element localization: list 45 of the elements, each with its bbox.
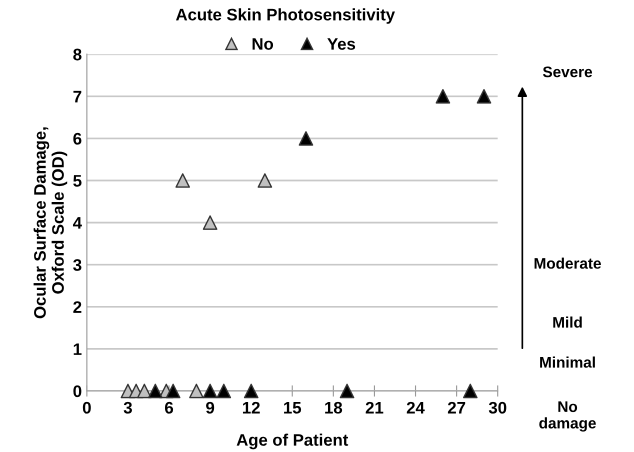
point	[202, 215, 218, 230]
text: No damage	[539, 401, 596, 432]
point	[244, 384, 258, 398]
text: Severe	[542, 66, 592, 78]
y-tick-label: 4	[72, 217, 82, 229]
point	[202, 384, 218, 398]
x-tick-label: 6	[165, 402, 174, 414]
point	[148, 384, 163, 398]
x-tick-label: 21	[366, 402, 384, 414]
x-tick-label: 12	[242, 402, 260, 414]
x-tick-label: 3	[124, 402, 132, 414]
legend-label: Yes	[327, 38, 356, 50]
point	[298, 131, 314, 146]
y-tick-label: 7	[73, 90, 82, 102]
x-tick-label: 27	[448, 402, 466, 414]
point	[216, 384, 232, 398]
y-tick-label: 2	[73, 301, 82, 313]
y-tick-label: 1	[74, 343, 82, 355]
y-tick-label: 3	[73, 259, 82, 271]
y-tick-label: 6	[73, 132, 82, 145]
x-tick-label: 9	[206, 402, 214, 414]
point	[166, 384, 180, 398]
text: Moderate	[534, 258, 601, 269]
y-tick-label: 5	[73, 175, 82, 187]
point	[175, 173, 190, 188]
chart-title: Acute Skin Photosensitivity	[176, 8, 395, 24]
legend-label: No	[252, 38, 274, 50]
point	[189, 384, 204, 398]
y-axis-title: Ocular Surface Damage, Oxford Scale (OD)	[34, 127, 68, 318]
point	[436, 89, 450, 104]
text: Minimal	[540, 356, 595, 368]
point	[340, 384, 354, 398]
text: Mild	[553, 316, 582, 328]
point	[476, 89, 492, 104]
x-tick-label: 0	[82, 402, 91, 414]
y-tick-label: 8	[73, 48, 82, 60]
x-tick-label: 18	[325, 402, 342, 414]
point	[137, 384, 152, 398]
y-tick-label: 0	[73, 385, 82, 398]
point	[463, 384, 478, 398]
x-tick-label: 15	[284, 402, 302, 414]
x-axis-title: Age of Patient	[236, 434, 348, 450]
x-tick-label: 24	[406, 402, 425, 414]
x-tick-label: 30	[488, 402, 506, 414]
point	[258, 173, 272, 188]
